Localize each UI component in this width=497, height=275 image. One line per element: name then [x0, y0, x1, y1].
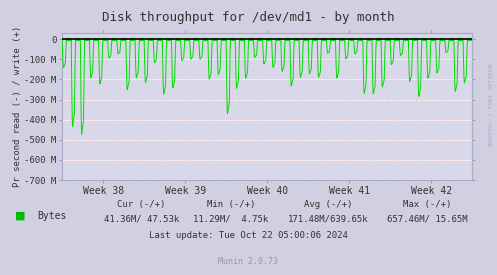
Text: ■: ■	[15, 211, 25, 221]
Text: Max (-/+): Max (-/+)	[403, 200, 452, 209]
Text: 41.36M/ 47.53k: 41.36M/ 47.53k	[104, 214, 179, 223]
Y-axis label: Pr second read (-) / write (+): Pr second read (-) / write (+)	[12, 26, 21, 187]
Text: 171.48M/639.65k: 171.48M/639.65k	[288, 214, 368, 223]
Text: 657.46M/ 15.65M: 657.46M/ 15.65M	[387, 214, 468, 223]
Text: Bytes: Bytes	[37, 211, 67, 221]
Text: RRDTOOL / TOBI OETIKER: RRDTOOL / TOBI OETIKER	[489, 63, 494, 146]
Text: Avg (-/+): Avg (-/+)	[304, 200, 352, 209]
Text: Cur (-/+): Cur (-/+)	[117, 200, 166, 209]
Text: Min (-/+): Min (-/+)	[207, 200, 255, 209]
Text: Munin 2.0.73: Munin 2.0.73	[219, 257, 278, 266]
Text: Disk throughput for /dev/md1 - by month: Disk throughput for /dev/md1 - by month	[102, 11, 395, 24]
Text: 11.29M/  4.75k: 11.29M/ 4.75k	[193, 214, 269, 223]
Text: Last update: Tue Oct 22 05:00:06 2024: Last update: Tue Oct 22 05:00:06 2024	[149, 231, 348, 240]
